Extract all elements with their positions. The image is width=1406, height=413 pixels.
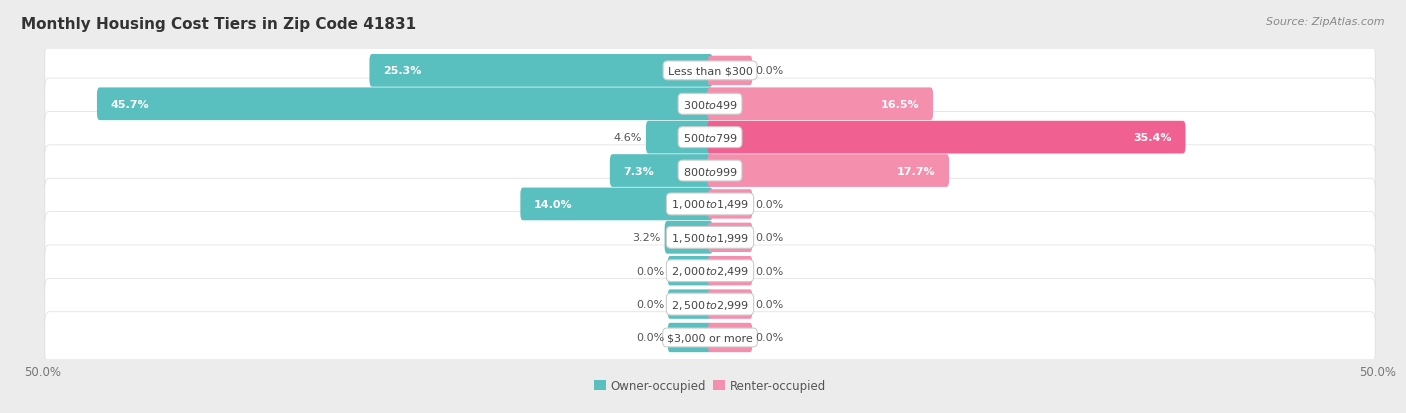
FancyBboxPatch shape [45, 279, 1375, 330]
FancyBboxPatch shape [709, 290, 752, 319]
FancyBboxPatch shape [707, 155, 949, 188]
Text: $3,000 or more: $3,000 or more [668, 333, 752, 343]
FancyBboxPatch shape [45, 179, 1375, 230]
FancyBboxPatch shape [668, 256, 711, 286]
Text: 17.7%: 17.7% [897, 166, 936, 176]
FancyBboxPatch shape [45, 112, 1375, 164]
Text: 0.0%: 0.0% [637, 299, 665, 309]
FancyBboxPatch shape [668, 323, 711, 352]
FancyBboxPatch shape [709, 323, 752, 352]
FancyBboxPatch shape [97, 88, 713, 121]
FancyBboxPatch shape [45, 245, 1375, 297]
Text: 0.0%: 0.0% [637, 266, 665, 276]
Text: 0.0%: 0.0% [755, 299, 783, 309]
Text: 35.4%: 35.4% [1133, 133, 1173, 143]
FancyBboxPatch shape [45, 312, 1375, 363]
FancyBboxPatch shape [45, 212, 1375, 263]
Text: $500 to $799: $500 to $799 [682, 132, 738, 144]
FancyBboxPatch shape [668, 290, 711, 319]
FancyBboxPatch shape [709, 190, 752, 219]
Text: 0.0%: 0.0% [755, 66, 783, 76]
Text: Source: ZipAtlas.com: Source: ZipAtlas.com [1267, 17, 1385, 26]
Text: 0.0%: 0.0% [755, 333, 783, 343]
FancyBboxPatch shape [520, 188, 713, 221]
Text: 0.0%: 0.0% [755, 199, 783, 209]
FancyBboxPatch shape [709, 256, 752, 286]
FancyBboxPatch shape [610, 155, 713, 188]
FancyBboxPatch shape [707, 121, 1185, 154]
Text: Monthly Housing Cost Tiers in Zip Code 41831: Monthly Housing Cost Tiers in Zip Code 4… [21, 17, 416, 31]
Text: 0.0%: 0.0% [637, 333, 665, 343]
Text: $300 to $499: $300 to $499 [682, 99, 738, 111]
Text: 3.2%: 3.2% [633, 233, 661, 243]
Legend: Owner-occupied, Renter-occupied: Owner-occupied, Renter-occupied [589, 375, 831, 397]
Text: 4.6%: 4.6% [613, 133, 643, 143]
FancyBboxPatch shape [45, 45, 1375, 97]
Text: Less than $300: Less than $300 [668, 66, 752, 76]
Text: 0.0%: 0.0% [755, 266, 783, 276]
FancyBboxPatch shape [709, 57, 752, 86]
FancyBboxPatch shape [45, 145, 1375, 197]
Text: 7.3%: 7.3% [623, 166, 654, 176]
FancyBboxPatch shape [665, 221, 713, 254]
Text: 14.0%: 14.0% [534, 199, 572, 209]
FancyBboxPatch shape [45, 79, 1375, 130]
Text: 25.3%: 25.3% [382, 66, 422, 76]
Text: $800 to $999: $800 to $999 [682, 165, 738, 177]
FancyBboxPatch shape [707, 88, 934, 121]
FancyBboxPatch shape [370, 55, 713, 88]
FancyBboxPatch shape [645, 121, 713, 154]
FancyBboxPatch shape [709, 223, 752, 252]
Text: 16.5%: 16.5% [882, 100, 920, 109]
Text: 45.7%: 45.7% [110, 100, 149, 109]
Text: $2,000 to $2,499: $2,000 to $2,499 [671, 265, 749, 278]
Text: $1,500 to $1,999: $1,500 to $1,999 [671, 231, 749, 244]
Text: $2,500 to $2,999: $2,500 to $2,999 [671, 298, 749, 311]
Text: 0.0%: 0.0% [755, 233, 783, 243]
Text: $1,000 to $1,499: $1,000 to $1,499 [671, 198, 749, 211]
